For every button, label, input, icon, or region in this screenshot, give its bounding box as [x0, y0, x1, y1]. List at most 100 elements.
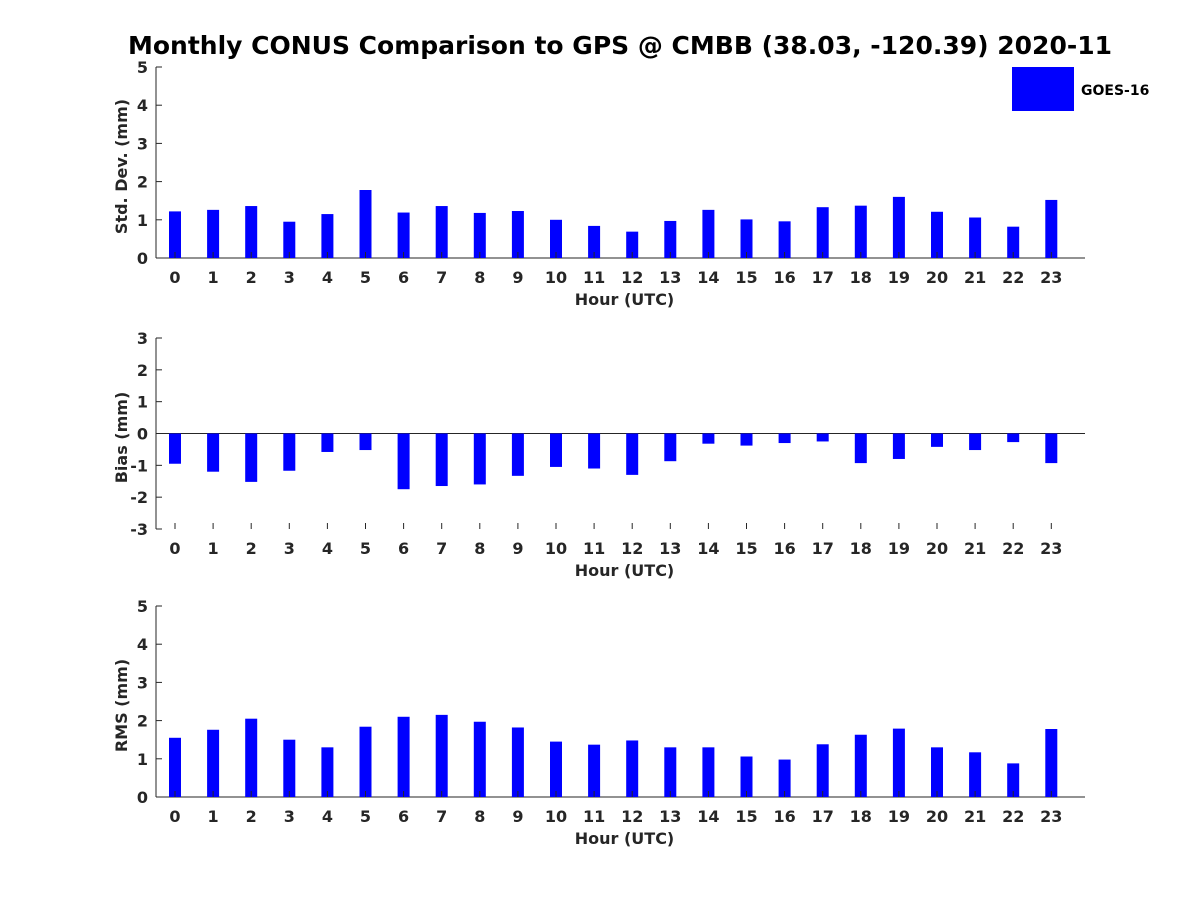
bar-hour-0: [169, 211, 181, 258]
x-tick-label: 18: [850, 539, 872, 558]
x-tick-label: 6: [398, 539, 409, 558]
x-tick-label: 1: [208, 807, 219, 826]
x-tick-label: 5: [360, 268, 371, 287]
bar-hour-8: [473, 721, 486, 797]
x-tick-label: 0: [169, 268, 180, 287]
y-tick-label: 1: [137, 750, 148, 769]
x-tick-label: 11: [583, 268, 605, 287]
x-tick-label: 7: [436, 539, 447, 558]
bar-hour-6: [397, 212, 410, 258]
x-tick-label: 13: [659, 807, 681, 826]
y-tick-label: 1: [137, 211, 148, 230]
x-tick-label: 16: [773, 539, 795, 558]
bar-hour-1: [207, 729, 220, 797]
x-tick-label: 21: [964, 268, 986, 287]
y-tick-label: 5: [137, 597, 148, 616]
y-tick-label: -2: [130, 488, 148, 507]
bar-hour-5: [359, 190, 372, 258]
x-tick-label: 7: [436, 807, 447, 826]
x-tick-label: 5: [360, 539, 371, 558]
x-axis-label: Hour (UTC): [575, 290, 675, 309]
bar-hour-19: [892, 433, 905, 459]
x-tick-label: 12: [621, 807, 643, 826]
x-tick-label: 1: [208, 539, 219, 558]
x-tick-label: 20: [926, 539, 948, 558]
bar-hour-14: [702, 747, 715, 797]
bar-hour-4: [321, 747, 334, 797]
x-tick-label: 14: [697, 268, 719, 287]
x-tick-label: 9: [512, 807, 523, 826]
y-tick-label: 3: [137, 134, 148, 153]
bar-hour-2: [245, 718, 258, 797]
bar-hour-14: [702, 209, 715, 258]
x-tick-label: 2: [246, 539, 257, 558]
legend: GOES-16: [1012, 67, 1149, 111]
bar-hour-8: [473, 212, 486, 258]
bar-hour-9: [511, 211, 524, 258]
bar-hour-15: [740, 219, 753, 258]
bar-hour-9: [511, 433, 524, 476]
bar-hour-13: [664, 433, 677, 462]
bar-hour-10: [550, 741, 562, 797]
x-tick-label: 7: [436, 268, 447, 287]
bar-hour-22: [1007, 433, 1020, 443]
y-tick-label: 1: [137, 393, 148, 412]
x-tick-label: 14: [697, 807, 719, 826]
x-tick-label: 1: [208, 268, 219, 287]
x-tick-label: 4: [322, 807, 333, 826]
x-tick-label: 9: [512, 268, 523, 287]
x-tick-label: 20: [926, 807, 948, 826]
bar-hour-18: [854, 433, 867, 464]
bar-hour-16: [778, 759, 791, 797]
x-tick-label: 19: [888, 807, 910, 826]
x-tick-label: 23: [1040, 539, 1062, 558]
y-axis-label: Bias (mm): [112, 392, 131, 484]
bar-hour-20: [931, 433, 943, 447]
x-tick-label: 9: [512, 539, 523, 558]
bar-hour-13: [664, 747, 677, 797]
bar-hour-18: [854, 734, 867, 797]
x-tick-label: 0: [169, 807, 180, 826]
x-tick-label: 2: [246, 807, 257, 826]
legend-swatch: [1012, 67, 1074, 111]
y-tick-label: 0: [137, 425, 148, 444]
y-tick-label: 3: [137, 329, 148, 348]
x-tick-label: 17: [812, 807, 834, 826]
bar-hour-1: [207, 433, 220, 472]
bar-hour-3: [283, 221, 296, 258]
x-tick-label: 23: [1040, 807, 1062, 826]
bar-hour-9: [511, 727, 524, 797]
bar-hour-0: [169, 737, 181, 797]
y-tick-label: -1: [130, 456, 148, 475]
x-tick-label: 3: [284, 268, 295, 287]
x-tick-label: 10: [545, 807, 567, 826]
bar-hour-0: [169, 433, 181, 464]
y-axis-label: RMS (mm): [112, 659, 131, 752]
y-tick-label: -3: [130, 520, 148, 539]
bar-hour-20: [931, 211, 943, 258]
x-tick-label: 6: [398, 807, 409, 826]
bar-hour-8: [473, 433, 486, 485]
x-tick-label: 15: [735, 539, 757, 558]
x-tick-label: 22: [1002, 268, 1024, 287]
bar-hour-4: [321, 433, 334, 452]
bar-hour-15: [740, 433, 753, 446]
bar-hour-22: [1007, 226, 1020, 258]
y-tick-label: 2: [137, 173, 148, 192]
bar-hour-17: [816, 207, 829, 258]
x-tick-label: 16: [773, 807, 795, 826]
x-tick-label: 16: [773, 268, 795, 287]
bar-hour-13: [664, 220, 677, 258]
bar-hour-18: [854, 205, 867, 258]
bar-hour-5: [359, 726, 372, 797]
x-tick-label: 22: [1002, 807, 1024, 826]
bar-hour-14: [702, 433, 715, 444]
bar-hour-17: [816, 744, 829, 797]
bar-hour-21: [969, 752, 982, 797]
x-tick-label: 2: [246, 268, 257, 287]
x-tick-label: 12: [621, 268, 643, 287]
